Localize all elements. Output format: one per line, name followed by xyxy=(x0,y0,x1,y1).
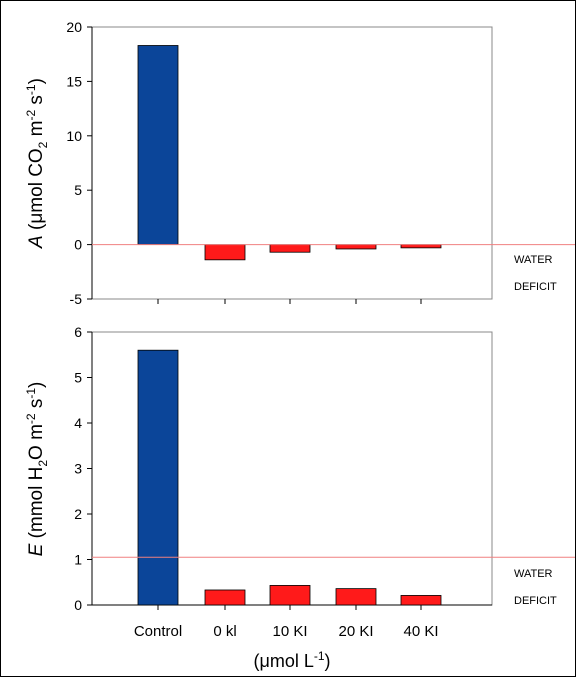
y-tick-label: 4 xyxy=(74,415,82,431)
annotation-deficit-bottom: DEFICIT xyxy=(514,595,557,607)
y-tick-label: 5 xyxy=(74,182,82,198)
category-label: 40 KI xyxy=(403,623,438,640)
annotation-water-top: WATER xyxy=(514,254,553,266)
y-tick-label: 5 xyxy=(74,370,82,386)
y-tick-label: 0 xyxy=(74,237,82,253)
y-axis-label-bottom: E (mmol H2O m-2 s-1) xyxy=(24,382,50,557)
panel-photosynthesis: -5 0 5 10 15 20 WATER DEFICIT A (μmol CO2 m-2… xyxy=(24,19,575,307)
category-label: Control xyxy=(134,623,182,640)
y-tick-label: 2 xyxy=(74,506,82,522)
y-tick-label: 3 xyxy=(74,461,82,477)
category-label: 10 KI xyxy=(272,623,307,640)
annotation-water-bottom: WATER xyxy=(514,568,553,580)
bar-photosynthesis-0-kl xyxy=(204,244,246,261)
bar-photosynthesis-20-ki xyxy=(335,244,377,250)
x-axis-label: (μmol L-1) xyxy=(253,649,330,671)
bar-photosynthesis-10-ki xyxy=(269,244,311,253)
annotation-deficit-top: DEFICIT xyxy=(514,281,557,293)
y-axis-label-top: A (μmol CO2 m-2 s-1) xyxy=(24,78,50,249)
bar-transpiration-40-ki xyxy=(400,595,442,606)
y-tick-label: 10 xyxy=(66,128,82,144)
y-tick-label: 6 xyxy=(74,324,82,340)
y-tick-label: -5 xyxy=(70,291,83,307)
bar-transpiration-10-ki xyxy=(269,585,311,606)
bar-transpiration-control xyxy=(137,349,179,606)
y-tick-label: 15 xyxy=(66,73,82,89)
bar-transpiration-20-ki xyxy=(335,588,377,606)
y-tick-label: 20 xyxy=(66,19,82,35)
category-label: 20 KI xyxy=(338,623,373,640)
bar-transpiration-0-kl xyxy=(204,589,246,606)
bar-photosynthesis-control xyxy=(137,45,179,246)
category-label: 0 kl xyxy=(213,623,236,640)
y-tick-label: 1 xyxy=(74,552,82,568)
y-tick-label: 0 xyxy=(74,597,82,613)
